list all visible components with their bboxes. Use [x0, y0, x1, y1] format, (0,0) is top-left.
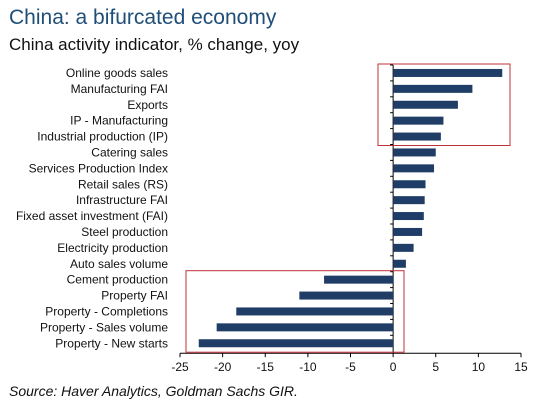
bar-11 [393, 227, 423, 236]
highlight-box-bottom [185, 270, 405, 353]
bar-18 [198, 339, 394, 348]
category-label: Services Production Index [29, 161, 168, 175]
bar-7 [393, 164, 435, 173]
bar-12 [393, 243, 414, 252]
bar-2 [393, 84, 473, 93]
category-label: Auto sales volume [70, 257, 168, 271]
category-label: Infrastructure FAI [76, 193, 168, 207]
category-label: Exports [127, 98, 168, 112]
category-label: Online goods sales [66, 66, 168, 80]
source-note: Source: Haver Analytics, Goldman Sachs G… [9, 383, 298, 399]
bar-13 [393, 259, 406, 268]
bar-9 [393, 196, 425, 205]
bar-8 [393, 180, 426, 189]
bar-17 [216, 323, 394, 332]
category-label: Property - New starts [55, 336, 168, 350]
x-tick-label: 15 [514, 360, 528, 374]
category-label: Manufacturing FAI [71, 82, 168, 96]
bar-16 [236, 307, 394, 316]
bar-5 [393, 132, 441, 141]
x-tick-label: -20 [214, 360, 232, 374]
x-tick-label: -15 [257, 360, 275, 374]
x-tick-label: 10 [472, 360, 486, 374]
category-label: Fixed asset investment (FAI) [16, 209, 168, 223]
chart-title: China: a bifurcated economy [9, 6, 277, 29]
category-label: Property - Completions [45, 304, 168, 318]
bar-1 [393, 68, 503, 77]
x-tick-label: -5 [345, 360, 356, 374]
highlight-box-top [377, 63, 511, 146]
category-label: Steel production [81, 225, 168, 239]
bar-3 [393, 100, 458, 109]
bar-14 [324, 275, 394, 284]
category-label: Property FAI [101, 289, 168, 303]
bar-15 [299, 291, 394, 300]
chart-subtitle: China activity indicator, % change, yoy [9, 35, 300, 54]
x-tick-label: 5 [432, 360, 439, 374]
bar-6 [393, 148, 436, 157]
x-tick-label: -10 [299, 360, 317, 374]
x-tick-label: 0 [390, 360, 397, 374]
category-label: Cement production [67, 273, 168, 287]
category-label: Retail sales (RS) [78, 177, 168, 191]
category-label: Electricity production [57, 241, 168, 255]
bar-4 [393, 116, 444, 125]
category-label: Property - Sales volume [40, 320, 168, 334]
category-label: IP - Manufacturing [70, 114, 168, 128]
x-tick-label: -25 [171, 360, 189, 374]
category-label: Industrial production (IP) [37, 130, 168, 144]
bar-10 [393, 212, 424, 221]
category-label: Catering sales [91, 145, 168, 159]
